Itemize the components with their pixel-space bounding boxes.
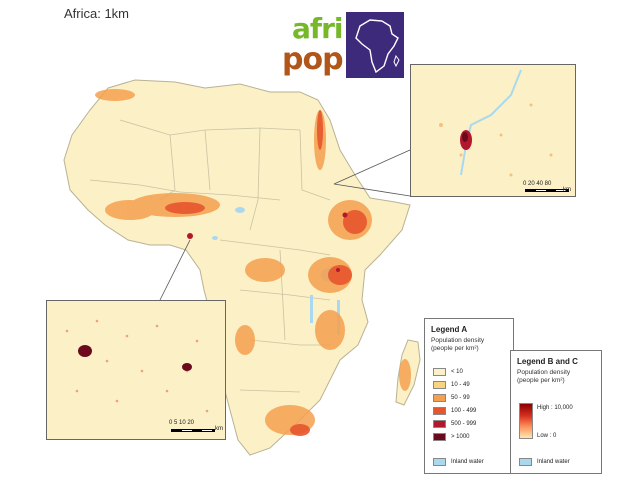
legend-a-inland-water-row: Inland water bbox=[433, 457, 484, 466]
legend-a-swatch bbox=[433, 393, 446, 402]
legend-a-class-row: 10 - 49 bbox=[433, 380, 470, 389]
inset-callout-lines bbox=[159, 149, 411, 301]
inset-b-scale-bar bbox=[525, 189, 569, 192]
legend-a-class-row: 500 - 999 bbox=[433, 419, 476, 428]
legend-a-water-swatch bbox=[433, 457, 446, 466]
africa-outline-logo-icon bbox=[346, 12, 404, 78]
population-density-very-high bbox=[187, 212, 348, 272]
legend-bc-title: Legend B and C bbox=[517, 357, 578, 366]
legend-a-class-row: > 1000 bbox=[433, 432, 470, 441]
country-borders bbox=[89, 119, 331, 393]
legend-a-swatch bbox=[433, 432, 446, 441]
legend-a-class-row: 100 - 499 bbox=[433, 406, 476, 415]
legend-bc-gradient bbox=[519, 403, 533, 439]
population-density-high bbox=[165, 110, 367, 436]
legend-a-subtitle-2: (people per km²) bbox=[431, 345, 479, 352]
legend-a-swatch bbox=[433, 406, 446, 415]
legend-a-subtitle-1: Population density bbox=[431, 337, 485, 344]
legend-a-class-label: 100 - 499 bbox=[451, 407, 477, 414]
inset-c-scale-bar bbox=[171, 429, 215, 432]
legend-bc-subtitle-2: (people per km²) bbox=[517, 377, 565, 384]
logo-text-pop: pop bbox=[282, 42, 344, 77]
legend-a: Legend A Population density (people per … bbox=[424, 318, 514, 474]
legend-a-swatch bbox=[433, 367, 446, 376]
legend-bc-low-label: Low : 0 bbox=[537, 433, 557, 439]
inset-c-scale-ticks: 0 5 10 20 bbox=[169, 420, 195, 426]
inset-b-scale-ticks: 0 20 40 80 bbox=[523, 181, 552, 187]
inset-map-c: 0 5 10 20 km bbox=[46, 300, 226, 440]
legend-a-swatch bbox=[433, 419, 446, 428]
legend-a-inland-water-label: Inland water bbox=[451, 458, 484, 465]
legend-a-class-label: > 1000 bbox=[451, 433, 470, 440]
map-title: Africa: 1km bbox=[64, 6, 130, 21]
legend-bc-subtitle-1: Population density bbox=[517, 369, 571, 376]
legend-a-class-row: < 10 bbox=[433, 367, 463, 376]
legend-bc-inland-water-label: Inland water bbox=[537, 458, 570, 465]
legend-a-class-label: 50 - 99 bbox=[451, 394, 470, 401]
africa-landmass bbox=[63, 79, 411, 456]
afripop-logo: afri pop bbox=[282, 12, 404, 78]
legend-a-class-label: 10 - 49 bbox=[451, 381, 470, 388]
legend-b-and-c: Legend B and C Population density (peopl… bbox=[510, 350, 602, 474]
legend-bc-water-swatch bbox=[519, 457, 532, 466]
legend-a-swatch bbox=[433, 380, 446, 389]
logo-text-afri: afri bbox=[292, 12, 343, 45]
inset-b-scale-unit: km bbox=[563, 187, 571, 193]
legend-a-title: Legend A bbox=[431, 325, 468, 334]
inset-map-b: 0 20 40 80 km bbox=[410, 64, 576, 197]
legend-bc-inland-water-row: Inland water bbox=[519, 457, 570, 466]
legend-a-class-label: 500 - 999 bbox=[451, 420, 477, 427]
legend-a-class-label: < 10 bbox=[451, 368, 463, 375]
legend-a-class-row: 50 - 99 bbox=[433, 393, 470, 402]
legend-bc-high-label: High : 10,000 bbox=[537, 405, 573, 411]
inset-c-scale-unit: km bbox=[215, 426, 223, 432]
